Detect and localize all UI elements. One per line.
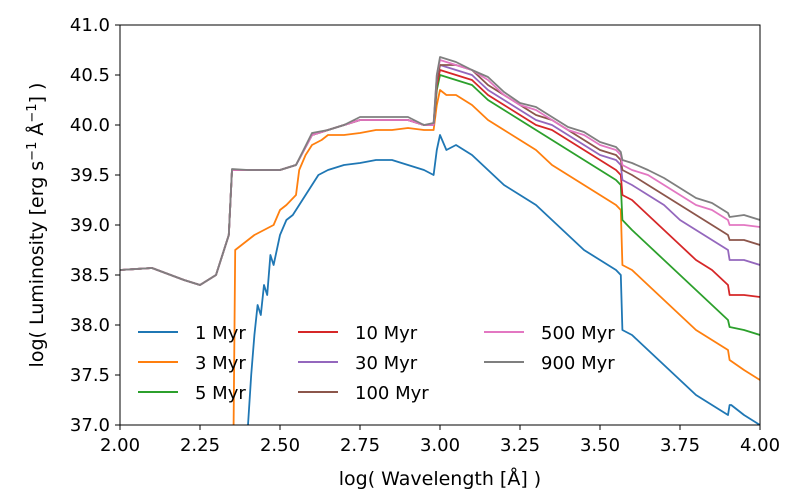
legend-label-6: 500 Myr (541, 323, 615, 344)
y-axis-title-sup1: −1 (25, 142, 40, 161)
x-tick-label-6: 3.50 (580, 435, 620, 456)
legend-label-3: 10 Myr (355, 323, 418, 344)
y-tick-label-8: 41.0 (70, 15, 110, 36)
series-line-4 (120, 64, 760, 286)
y-axis-title-mid: Å (25, 123, 48, 142)
x-tick-label-4: 3.00 (420, 435, 460, 456)
x-tick-label-7: 3.75 (660, 435, 700, 456)
y-tick-label-7: 40.5 (70, 65, 110, 86)
y-tick-label-4: 39.0 (70, 215, 110, 236)
y-tick-label-6: 40.0 (70, 115, 110, 136)
y-tick-label-2: 38.0 (70, 315, 110, 336)
y-axis-title-prefix: log( Luminosity [erg s (26, 161, 48, 368)
legend-label-7: 900 Myr (541, 353, 615, 374)
legend-label-4: 30 Myr (355, 353, 418, 374)
x-tick-label-5: 3.25 (500, 435, 540, 456)
x-tick-label-8: 4.00 (740, 435, 780, 456)
x-tick-label-3: 2.75 (340, 435, 380, 456)
series-line-7 (120, 56, 760, 286)
y-axis-title: log( Luminosity [erg s−1 Å−1] ) (25, 83, 48, 368)
y-axis-ticks: 37.0 37.5 38.0 38.5 39.0 39.5 40.0 40.5 41.0 (70, 15, 120, 436)
x-tick-label-2: 2.50 (260, 435, 300, 456)
y-tick-label-3: 38.5 (70, 265, 110, 286)
series-layer (120, 56, 760, 425)
legend-label-2: 5 Myr (195, 383, 246, 404)
series-line-3 (120, 69, 760, 298)
x-axis-ticks: 2.00 2.25 2.50 2.75 3.00 3.25 3.50 3.75 4.00 (100, 425, 780, 456)
legend: 1 Myr 3 Myr 5 Myr 10 Myr 30 Myr 100 Myr 500 My… (138, 323, 615, 404)
y-tick-label-5: 39.5 (70, 165, 110, 186)
series-line-5 (120, 64, 760, 286)
legend-label-0: 1 Myr (195, 323, 246, 344)
series-line-1 (232, 89, 760, 425)
legend-label-1: 3 Myr (195, 353, 246, 374)
x-axis-title: log( Wavelength [Å] ) (339, 467, 541, 490)
legend-label-5: 100 Myr (355, 383, 429, 404)
y-axis-title-suffix: ] ) (26, 83, 48, 104)
y-tick-label-1: 37.5 (70, 365, 110, 386)
x-tick-label-1: 2.25 (180, 435, 220, 456)
y-tick-label-0: 37.0 (70, 415, 110, 436)
x-tick-label-0: 2.00 (100, 435, 140, 456)
y-axis-title-sup2: −1 (25, 103, 40, 122)
series-line-0 (247, 134, 760, 425)
